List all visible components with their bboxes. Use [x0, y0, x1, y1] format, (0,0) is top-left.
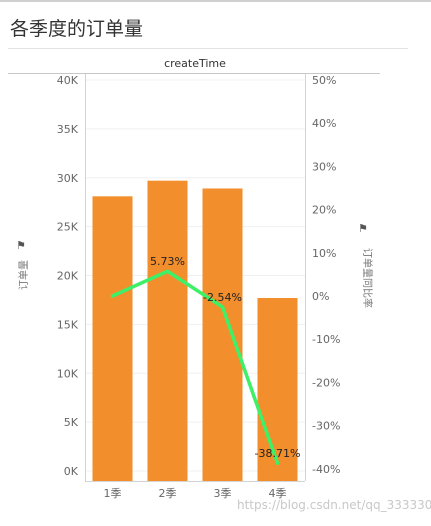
y-right-tick-label: 0% [312, 290, 329, 303]
y-left-tick-label: 10K [57, 367, 79, 380]
title-divider [8, 48, 408, 49]
y-right-tick-label: -30% [312, 420, 340, 433]
y-right-axis-title: 订单量同比率 [361, 248, 374, 308]
y-right-tick-label: 30% [312, 160, 336, 173]
top-border [0, 0, 431, 2]
y-left-tick-label: 25K [57, 221, 79, 234]
y-right-tick-label: 10% [312, 247, 336, 260]
y-left-tick-label: 15K [57, 318, 79, 331]
y-left-axis-title: 订单量 [18, 260, 30, 290]
y-left-tick-label: 20K [57, 270, 79, 283]
y-right-tick-label: 40% [312, 117, 336, 130]
y-right-tick-label: 20% [312, 204, 336, 217]
bar [257, 297, 298, 481]
y-left-tick-label: 30K [57, 172, 79, 185]
y-left-tick-label: 5K [64, 416, 79, 429]
y-right-tick-label: -10% [312, 333, 340, 346]
y-left-tick-label: 40K [57, 74, 79, 87]
page-title: 各季度的订单量 [10, 18, 144, 40]
pin-icon: ⚑ [16, 239, 26, 252]
data-label: 5.73% [150, 255, 185, 268]
x-tick-label: 2季 [159, 487, 177, 500]
line-point [111, 294, 114, 298]
data-label: -2.54% [203, 291, 242, 304]
y-left-tick-label: 35K [57, 123, 79, 136]
data-label: -38.71% [255, 447, 301, 460]
bar [147, 180, 188, 481]
line-point [221, 305, 224, 309]
line-point [166, 269, 169, 273]
x-tick-label: 4季 [269, 487, 287, 500]
y-right-tick-label: 50% [312, 74, 336, 87]
bar [202, 188, 243, 481]
line-point [276, 461, 279, 465]
y-right-tick-label: -20% [312, 376, 340, 389]
bar [92, 196, 133, 481]
pin-icon: ⚑ [358, 222, 368, 235]
watermark: https://blog.csdn.net/qq_33333002 [237, 498, 431, 512]
x-tick-label: 3季 [214, 487, 232, 500]
header-label: createTime [164, 57, 226, 70]
y-left-tick-label: 0K [64, 465, 79, 478]
y-right-tick-label: -40% [312, 463, 340, 476]
x-tick-label: 1季 [104, 487, 122, 500]
yoy-line [110, 269, 280, 465]
